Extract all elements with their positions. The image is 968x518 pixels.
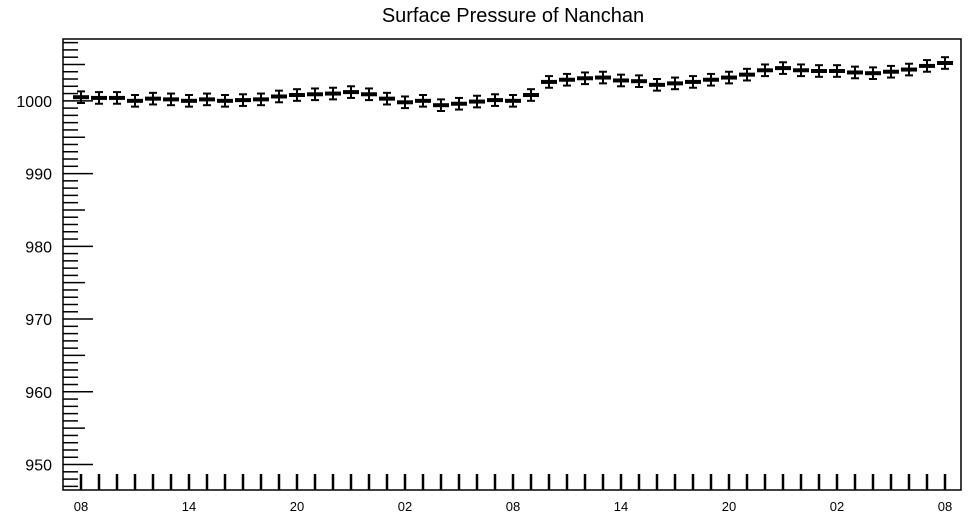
data-point xyxy=(379,91,395,106)
data-point xyxy=(235,93,251,107)
x-tick-label: 08 xyxy=(506,499,520,514)
x-tick-label: 08 xyxy=(938,499,952,514)
data-point xyxy=(163,92,179,107)
data-point xyxy=(343,85,359,99)
y-tick-label: 950 xyxy=(25,458,52,475)
data-point xyxy=(433,98,449,113)
chart-title: Surface Pressure of Nanchan xyxy=(382,5,644,27)
y-tick-label: 960 xyxy=(25,385,52,402)
data-point xyxy=(757,63,773,78)
data-point xyxy=(703,72,719,87)
data-point xyxy=(181,94,197,108)
data-point xyxy=(865,66,881,81)
data-point xyxy=(253,92,269,107)
data-point xyxy=(307,87,323,102)
y-tick-label: 980 xyxy=(25,239,52,256)
data-point xyxy=(937,56,953,70)
data-point xyxy=(847,65,863,80)
x-tick-label: 20 xyxy=(290,499,304,514)
data-point xyxy=(415,94,431,108)
data-point xyxy=(199,92,215,107)
data-point xyxy=(577,71,593,86)
data-point xyxy=(721,70,737,85)
data-point xyxy=(289,88,305,102)
data-point xyxy=(505,94,521,108)
data-point xyxy=(595,70,611,85)
data-point xyxy=(631,74,647,89)
data-point xyxy=(127,94,143,108)
data-point xyxy=(73,90,89,105)
x-tick-label: 14 xyxy=(614,499,628,514)
data-point xyxy=(109,91,125,105)
x-tick-label: 02 xyxy=(830,499,844,514)
data-point xyxy=(649,78,665,92)
y-tick-label: 970 xyxy=(25,312,52,329)
data-point xyxy=(793,63,809,78)
data-point xyxy=(613,73,629,88)
data-point xyxy=(325,86,341,101)
data-point xyxy=(883,64,899,79)
data-point xyxy=(811,64,827,78)
data-point xyxy=(667,76,683,91)
data-point xyxy=(397,95,413,110)
data-point xyxy=(775,61,791,75)
x-axis: 08 14 20 02 08 14 20 02 08 xyxy=(74,474,952,514)
x-tick-label: 20 xyxy=(722,499,736,514)
data-point xyxy=(91,91,107,105)
x-tick-label: 14 xyxy=(182,499,196,514)
data-point xyxy=(541,75,557,89)
x-tick-label: 08 xyxy=(74,499,88,514)
y-tick-label: 1000 xyxy=(16,94,52,111)
data-point xyxy=(559,72,575,87)
data-point xyxy=(217,94,233,108)
pressure-series xyxy=(73,56,953,113)
data-point xyxy=(523,88,539,102)
data-point xyxy=(451,96,467,111)
data-point xyxy=(901,62,917,77)
data-point xyxy=(469,94,485,109)
data-point xyxy=(271,89,287,104)
data-point xyxy=(145,91,161,106)
data-point xyxy=(919,59,935,73)
y-tick-label: 990 xyxy=(25,167,52,184)
data-point xyxy=(361,87,377,102)
x-tick-label: 02 xyxy=(398,499,412,514)
data-point xyxy=(829,64,845,78)
data-point xyxy=(685,75,701,89)
data-point xyxy=(739,67,755,82)
data-point xyxy=(487,93,503,107)
y-axis: 950 960 970 980 990 1000 xyxy=(16,41,93,488)
